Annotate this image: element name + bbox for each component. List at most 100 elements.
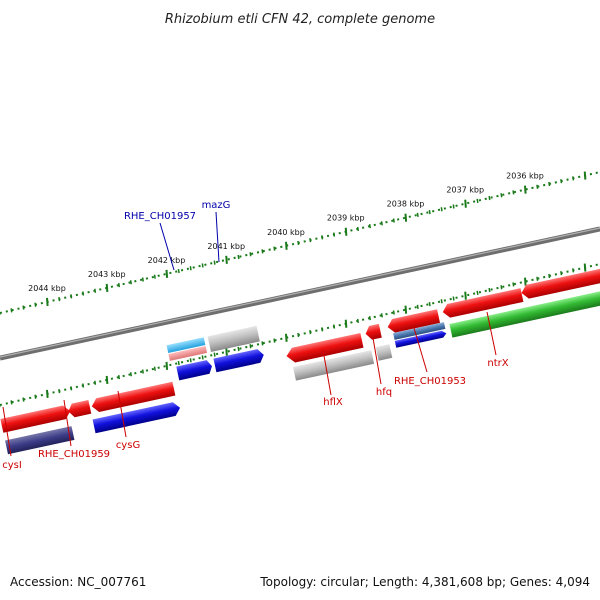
genome-backbone-highlight [0, 227, 600, 358]
minor-tick [249, 252, 252, 257]
minor-tick [512, 190, 515, 195]
minor-tick [368, 316, 371, 321]
minor-tick [500, 285, 503, 290]
gene-feature-arrow[interactable] [441, 288, 524, 319]
label-RHE_CH01953[interactable]: RHE_CH01953 [394, 376, 466, 387]
major-tick [464, 199, 467, 208]
gene-feature-arrow[interactable] [520, 260, 600, 299]
gene-cysG-arrow[interactable] [92, 401, 182, 434]
pseudogene-block[interactable] [292, 350, 375, 381]
label-RHE_CH01957[interactable]: RHE_CH01957 [124, 211, 196, 222]
connector-cysG [117, 390, 127, 438]
minor-tick [297, 240, 300, 246]
gene-feature-arrow[interactable] [67, 399, 92, 418]
genome-backbone [0, 226, 600, 361]
gene-RHE_CH01959-arrow[interactable] [90, 381, 176, 413]
minor-tick [273, 246, 276, 251]
gene-hflX-arrow[interactable] [285, 332, 364, 364]
scale-label-2041: 2041 kbp [207, 242, 245, 251]
major-tick [524, 185, 527, 194]
rna-feature-block[interactable] [168, 345, 208, 361]
scale-label-2038: 2038 kbp [387, 200, 425, 209]
minor-tick [22, 397, 25, 402]
minor-tick [10, 400, 13, 405]
minor-tick [297, 332, 300, 338]
label-cysG[interactable]: cysG [116, 440, 140, 451]
minor-tick [488, 195, 491, 201]
label-cysI[interactable]: cysI [2, 460, 22, 471]
major-tick [583, 263, 587, 272]
gene-hfq-arrow[interactable] [364, 323, 382, 341]
major-tick [225, 347, 228, 356]
gene-RHE_CH01957-block[interactable] [166, 337, 206, 354]
label-hflX[interactable]: hflX [323, 397, 343, 408]
minor-tick [440, 299, 443, 304]
label-mazG[interactable]: mazG [202, 200, 231, 211]
connector-hfq [372, 337, 382, 385]
major-tick [344, 319, 348, 328]
minor-tick [94, 380, 97, 385]
minor-tick [560, 271, 563, 276]
minor-tick [452, 296, 455, 301]
minor-tick [548, 273, 551, 279]
minor-tick [536, 184, 539, 189]
minor-tick [141, 277, 144, 282]
major-tick [285, 241, 288, 250]
minor-tick [177, 268, 180, 274]
label-ntrX[interactable]: ntrX [487, 358, 508, 369]
gene-feature-block[interactable] [5, 426, 75, 455]
scale-label-2039: 2039 kbp [327, 214, 365, 223]
minor-tick [153, 274, 156, 279]
minor-tick [82, 291, 85, 296]
gene-mazG-arrow[interactable] [213, 348, 265, 373]
minor-tick [572, 176, 575, 181]
minor-tick [309, 238, 312, 243]
pseudogene-block[interactable] [375, 344, 393, 361]
major-tick [404, 305, 408, 314]
connector-RHE_CH01959 [63, 399, 72, 447]
minor-tick [392, 310, 395, 315]
minor-tick [129, 372, 132, 377]
minor-tick [321, 235, 324, 240]
label-RHE_CH01959[interactable]: RHE_CH01959 [38, 449, 110, 460]
minor-tick [476, 290, 479, 295]
minor-tick [189, 358, 192, 363]
major-tick [464, 291, 467, 300]
minor-tick [416, 304, 419, 310]
label-hfq[interactable]: hfq [376, 387, 392, 398]
minor-tick [34, 302, 37, 307]
minor-tick [440, 207, 443, 212]
minor-tick [129, 280, 132, 285]
major-tick [583, 171, 587, 180]
gene-label-connectors [2, 211, 497, 457]
minor-tick [560, 179, 563, 184]
major-tick [285, 333, 288, 342]
gene-RHE_CH01953-reverse-arrow[interactable] [394, 330, 447, 348]
gene-feature-block[interactable] [393, 322, 446, 340]
connector-cysI [2, 406, 12, 457]
minor-tick [488, 287, 491, 293]
minor-tick [428, 209, 431, 215]
gene-RHE_CH01953-arrow[interactable] [386, 309, 441, 334]
minor-tick [70, 294, 73, 299]
genome-summary-text: Topology: circular; Length: 4,381,608 bp… [259, 575, 590, 589]
minor-tick [177, 360, 180, 366]
gene-cysI-arrow[interactable] [0, 404, 71, 433]
minor-tick [428, 301, 431, 307]
minor-tick [452, 204, 455, 209]
minor-tick [249, 344, 252, 349]
minor-tick [70, 386, 73, 391]
minor-tick [380, 313, 383, 318]
gene-RHE_CH01957-arrow[interactable] [176, 359, 213, 381]
minor-tick [392, 218, 395, 223]
gene-ntrX-block[interactable] [449, 281, 600, 338]
forward-strand [0, 260, 600, 433]
minor-tick [201, 263, 204, 268]
connector-ntrX [486, 311, 497, 356]
major-tick [105, 375, 109, 384]
minor-tick [273, 338, 276, 343]
minor-tick [536, 276, 539, 281]
scale-label-2043: 2043 kbp [88, 270, 126, 279]
pseudogene-block[interactable] [207, 325, 260, 352]
minor-tick [237, 254, 240, 260]
